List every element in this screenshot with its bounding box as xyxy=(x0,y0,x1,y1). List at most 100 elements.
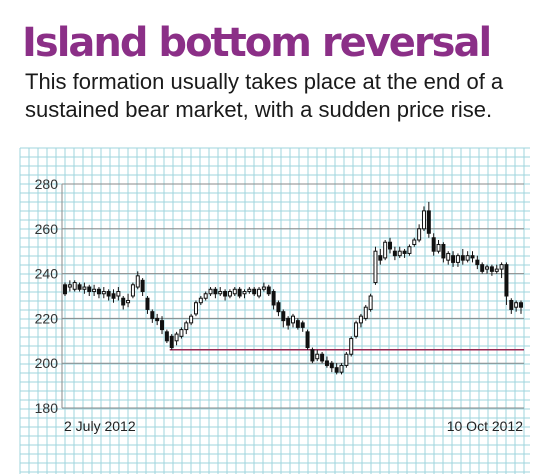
candle-body xyxy=(111,293,116,299)
candle-body xyxy=(96,288,101,295)
candle-body xyxy=(402,250,407,254)
candle-body xyxy=(455,255,460,263)
candle-body xyxy=(140,279,145,293)
candle xyxy=(373,246,378,285)
candle-body xyxy=(514,302,519,308)
candle xyxy=(160,316,165,335)
candle-body xyxy=(169,335,174,349)
candles xyxy=(63,201,523,375)
candle xyxy=(203,291,208,301)
candle-body xyxy=(135,275,140,288)
candle xyxy=(101,287,106,299)
candle-body xyxy=(63,284,67,295)
candle xyxy=(87,284,92,296)
candle xyxy=(164,329,169,344)
candle-body xyxy=(446,252,451,261)
candle-body xyxy=(324,360,329,366)
candle xyxy=(286,316,291,330)
candle xyxy=(514,300,519,312)
y-tick-label: 240 xyxy=(35,266,59,282)
candle-body xyxy=(383,241,388,259)
candle xyxy=(237,287,242,299)
candle xyxy=(465,251,470,263)
candlestick-chart: 180 200 220 240 260 280 2 July 2012 10 Oct 20… xyxy=(19,147,530,474)
candle xyxy=(257,287,262,299)
candle-body xyxy=(281,311,286,322)
candle xyxy=(189,313,194,326)
chart-title: Island bottom reversal xyxy=(22,20,492,66)
candle xyxy=(92,284,97,296)
candle-body xyxy=(257,288,262,297)
candle xyxy=(227,289,232,299)
candle xyxy=(426,201,431,238)
candle xyxy=(499,262,504,279)
candle xyxy=(368,293,373,312)
candle xyxy=(349,336,354,357)
candle xyxy=(242,289,247,299)
candle xyxy=(329,360,334,373)
candle xyxy=(315,349,320,361)
candle xyxy=(72,280,77,292)
candle-body xyxy=(291,315,295,324)
candle xyxy=(198,296,203,305)
candle xyxy=(480,262,485,274)
candle-body xyxy=(67,284,72,288)
candle-body xyxy=(130,284,135,297)
candle xyxy=(218,287,223,296)
candle-body xyxy=(92,288,97,293)
y-tick-label: 180 xyxy=(35,400,59,416)
candle xyxy=(247,287,252,294)
candle-body xyxy=(174,333,179,342)
candle xyxy=(485,264,490,274)
candle xyxy=(451,251,456,267)
candle-body xyxy=(354,322,359,337)
candle xyxy=(252,287,257,296)
candle xyxy=(232,287,237,296)
candle xyxy=(320,352,325,364)
candle xyxy=(96,287,101,299)
candle xyxy=(111,289,116,303)
candle xyxy=(291,313,295,328)
candle-body xyxy=(358,315,363,324)
candle-body xyxy=(436,243,441,252)
candle xyxy=(150,309,155,323)
candle-body xyxy=(465,255,470,261)
candle xyxy=(223,289,228,301)
candle-body xyxy=(198,297,203,304)
y-tick-label: 280 xyxy=(35,176,59,192)
candle xyxy=(271,289,276,310)
candle-body xyxy=(145,297,150,310)
candle-body xyxy=(101,291,106,295)
candle-body xyxy=(421,210,426,230)
candle-body xyxy=(72,282,77,290)
candle xyxy=(354,320,359,339)
y-tick-label: 260 xyxy=(35,221,59,237)
candle-body xyxy=(499,264,504,270)
candle-body xyxy=(451,255,456,263)
candle xyxy=(116,287,121,301)
candle-body xyxy=(460,255,465,261)
candle-body xyxy=(160,320,165,331)
candle-body xyxy=(184,322,189,331)
candle-body xyxy=(412,239,417,245)
candle-body xyxy=(82,286,87,290)
candle xyxy=(407,244,412,256)
candle-body xyxy=(295,320,300,328)
candle xyxy=(135,271,140,290)
candle-body xyxy=(485,266,490,270)
candle-body xyxy=(349,338,354,355)
candle-body xyxy=(261,286,266,290)
candle-body xyxy=(320,353,325,362)
major-gridlines xyxy=(61,183,524,409)
candle-body xyxy=(286,317,291,326)
candle-body xyxy=(368,295,373,310)
candle xyxy=(310,347,315,364)
candle xyxy=(174,331,179,346)
candle-body xyxy=(213,288,218,295)
candle-body xyxy=(271,291,276,306)
candle-body xyxy=(417,228,422,241)
candle xyxy=(276,300,281,317)
candle xyxy=(363,304,368,321)
candle-body xyxy=(388,241,393,250)
candle-body xyxy=(77,284,82,290)
